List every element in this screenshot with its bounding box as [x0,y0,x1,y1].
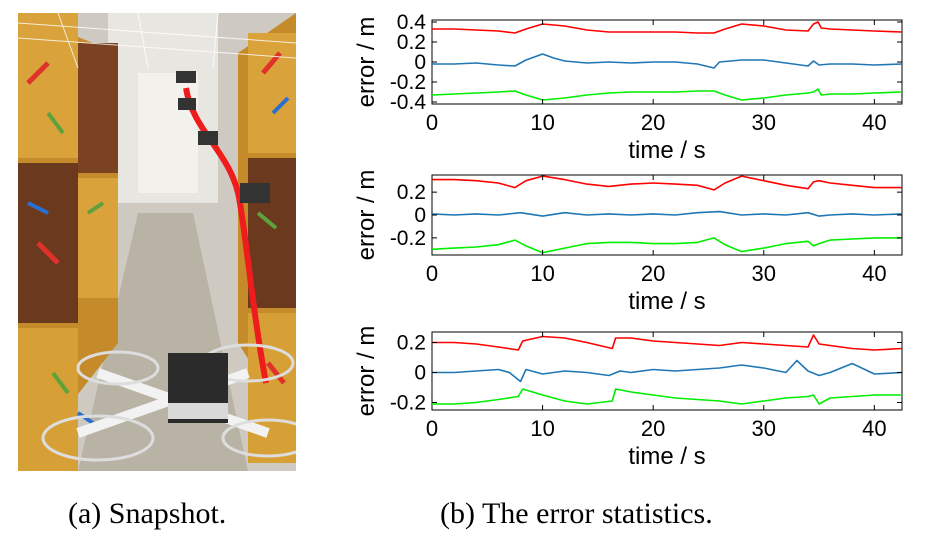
x-axis-label: time / s [628,288,705,315]
snapshot-illustration [18,13,296,471]
y-tick-label: 0.2 [397,332,426,355]
y-tick-label: -0.2 [390,227,426,250]
x-tick-label: 0 [426,261,438,286]
series-line-1 [432,359,903,383]
y-tick-label: -0.2 [390,71,426,94]
x-tick-label: 20 [641,261,665,286]
series-line-0 [432,21,903,34]
y-tick-label: 0.2 [397,31,426,54]
series-line-2 [431,88,903,101]
series-line-2 [431,237,902,254]
error-plots: 0 10 20 30 40 0.4 0.2 0 -0.2 -0.4 time / s error / … [340,0,934,480]
x-tick-label: 0 [426,110,438,135]
y-tick-label: 0 [414,51,426,74]
x-tick-label: 10 [530,261,554,286]
x-axis-label: time / s [628,137,705,164]
y-tick-label: 0.4 [397,11,427,34]
x-tick-label: 40 [862,261,886,286]
caption-error-statistics: (b) The error statistics. [440,497,713,530]
x-tick-label: 40 [862,416,886,441]
y-tick-label: -0.4 [390,91,427,114]
x-tick-label: 30 [752,261,776,286]
series-line-0 [432,175,902,191]
y-axis-label: error / m [353,17,380,108]
drone [41,343,296,462]
x-axis-label: time / s [628,443,705,470]
x-tick-label: 20 [641,416,665,441]
x-tick-label: 40 [862,110,886,135]
y-tick-label: 0 [414,204,426,227]
x-tick-label: 0 [426,416,438,441]
snapshot-photo [18,13,296,471]
x-tick-label: 10 [530,110,554,135]
series-line-1 [432,53,903,69]
series-line-1 [431,210,903,217]
x-tick-label: 30 [752,416,776,441]
y-tick-label: 0 [414,362,426,385]
x-tick-label: 30 [752,110,776,135]
x-tick-label: 20 [641,110,665,135]
y-axis-label: error / m [353,326,380,417]
x-tick-label: 10 [530,416,554,441]
series-line-0 [432,334,903,351]
plot-frame [431,331,903,411]
y-axis-label: error / m [353,170,380,261]
series-line-2 [432,388,902,405]
y-tick-label: 0.2 [397,181,426,204]
caption-snapshot: (a) Snapshot. [68,497,227,530]
y-tick-label: -0.2 [390,392,426,415]
